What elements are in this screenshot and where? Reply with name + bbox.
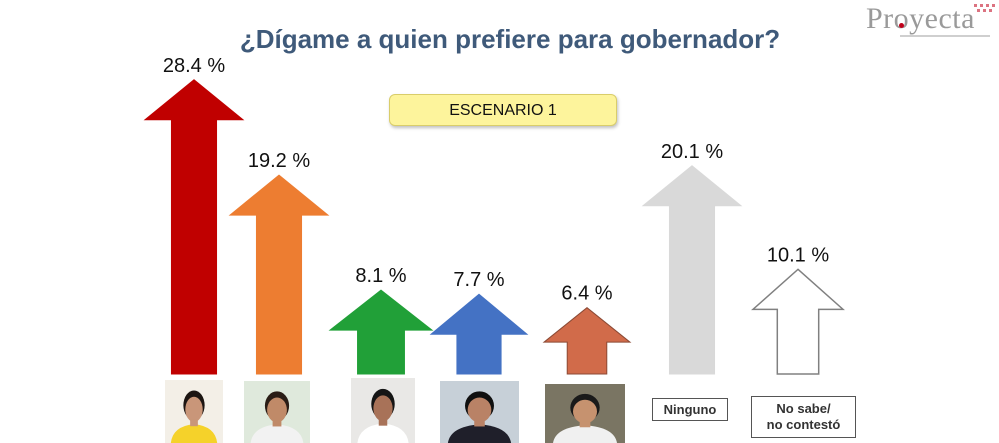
candidate-photo-5 <box>545 384 625 443</box>
candidate-photo-3 <box>351 378 415 443</box>
proyecta-logo: Proyecta <box>866 2 996 42</box>
data-label-6: 20.1 % <box>661 141 723 163</box>
candidate-photo-2 <box>244 381 310 443</box>
person-portrait-icon <box>244 381 310 443</box>
person-portrait-icon <box>440 381 519 443</box>
arrow-bar-5 <box>542 307 632 375</box>
category-label-no-sabe: No sabe/ no contestó <box>751 396 856 438</box>
arrow-bar-4 <box>429 293 529 375</box>
no-sabe-line-1: No sabe/ <box>776 401 831 416</box>
arrow-bar-2 <box>228 174 330 375</box>
person-portrait-icon <box>165 380 223 443</box>
scenario-label: ESCENARIO 1 <box>389 94 617 126</box>
candidate-photo-1 <box>165 380 223 443</box>
ninguno-label: Ninguno <box>663 402 717 417</box>
data-label-3: 8.1 % <box>355 265 406 287</box>
logo-pattern-icon <box>972 2 996 16</box>
data-label-2: 19.2 % <box>248 150 310 172</box>
data-label-7: 10.1 % <box>767 244 829 266</box>
arrow-bar-6 <box>641 165 743 375</box>
arrow-bar-1 <box>143 79 245 375</box>
data-label-5: 6.4 % <box>561 283 612 305</box>
arrow-bar-3 <box>328 289 434 375</box>
person-portrait-icon <box>351 378 415 443</box>
logo-wordmark: Proyecta <box>866 2 975 35</box>
logo-tagline-line <box>900 35 990 37</box>
candidate-photo-4 <box>440 381 519 443</box>
data-label-1: 28.4 % <box>163 55 225 77</box>
logo-dot <box>899 23 904 28</box>
category-label-ninguno: Ninguno <box>652 398 728 421</box>
data-label-4: 7.7 % <box>453 269 504 291</box>
person-portrait-icon <box>545 384 625 443</box>
chart-title: ¿Dígame a quien prefiere para gobernador… <box>239 24 781 54</box>
arrow-bar-7 <box>751 268 845 375</box>
no-sabe-line-2: no contestó <box>766 417 841 432</box>
